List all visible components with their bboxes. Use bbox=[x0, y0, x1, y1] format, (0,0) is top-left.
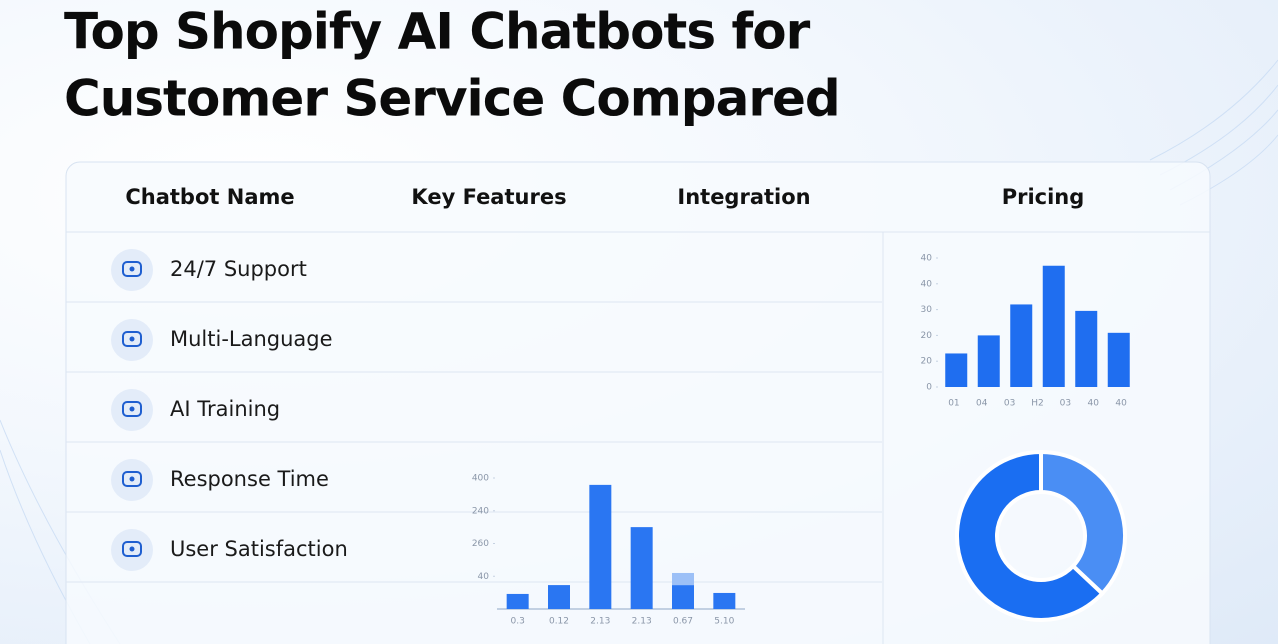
row-label: Response Time bbox=[170, 467, 329, 491]
row-label: 24/7 Support bbox=[170, 257, 307, 281]
x-tick-label: 5.10 bbox=[714, 617, 734, 627]
table-card bbox=[65, 161, 1211, 644]
row-icon-dot bbox=[129, 406, 135, 412]
x-tick-label: 0.12 bbox=[549, 617, 569, 627]
header-cell: Pricing bbox=[1002, 185, 1085, 209]
bar bbox=[1042, 265, 1065, 387]
y-tick-label: 240 bbox=[472, 506, 489, 516]
y-tick-label: 30 bbox=[921, 305, 933, 315]
x-tick-label: 40 bbox=[1087, 399, 1099, 409]
bar bbox=[589, 484, 612, 609]
bar bbox=[1075, 310, 1098, 387]
bar bbox=[713, 592, 736, 609]
row-icon bbox=[122, 471, 142, 487]
x-tick-label: 01 bbox=[948, 399, 959, 409]
y-tick-label: 260 bbox=[472, 539, 489, 549]
title-line-2: Customer Service Compared bbox=[64, 70, 840, 128]
x-tick-label: 03 bbox=[1004, 399, 1015, 409]
x-tick-label: H2 bbox=[1031, 399, 1044, 409]
y-tick-label: 400 bbox=[472, 474, 489, 484]
bar bbox=[672, 585, 694, 609]
row-icon bbox=[122, 541, 142, 557]
x-tick-label: 03 bbox=[1060, 399, 1071, 409]
donut-slice bbox=[955, 449, 1106, 622]
y-tick-label: 40 bbox=[921, 279, 933, 289]
y-tick-label: 0 bbox=[926, 383, 932, 393]
row-icon-dot bbox=[129, 476, 135, 482]
y-tick-label: 20 bbox=[921, 331, 933, 341]
bar bbox=[1010, 304, 1033, 387]
rows: 24/7 Support Multi-Language AI Training Res… bbox=[66, 249, 882, 583]
title-line-1: Top Shopify AI Chatbots for bbox=[64, 3, 811, 61]
row-icon-dot bbox=[129, 266, 135, 272]
x-tick-label: 2.13 bbox=[632, 617, 652, 627]
bar bbox=[672, 572, 694, 586]
row-icon bbox=[122, 401, 142, 417]
x-tick-label: 40 bbox=[1115, 399, 1127, 409]
row-icon bbox=[122, 261, 142, 277]
y-tick-label: 40 bbox=[478, 572, 490, 582]
row-icon-dot bbox=[129, 546, 135, 552]
donut-slice bbox=[1039, 449, 1127, 597]
row-label: Multi-Language bbox=[170, 327, 333, 351]
row-icon-dot bbox=[129, 336, 135, 342]
charts: 0 20 20 30 40 40 01 04 03 H2 03 40 40 40 260 240 400 0.3 0… bbox=[472, 254, 1130, 627]
header-cell: Integration bbox=[677, 185, 810, 209]
bar bbox=[977, 335, 1000, 387]
bar bbox=[548, 585, 570, 609]
x-tick-label: 2.13 bbox=[590, 617, 610, 627]
bar bbox=[506, 593, 529, 609]
bar bbox=[1107, 332, 1130, 387]
bar bbox=[945, 353, 968, 387]
bar bbox=[630, 527, 653, 609]
x-tick-label: 0.67 bbox=[673, 617, 693, 627]
y-tick-label: 20 bbox=[921, 357, 933, 367]
row-label: User Satisfaction bbox=[170, 537, 348, 561]
x-tick-label: 0.3 bbox=[511, 617, 525, 627]
row-icon bbox=[122, 331, 142, 347]
header-cell: Chatbot Name bbox=[125, 185, 294, 209]
x-tick-label: 04 bbox=[976, 399, 988, 409]
header-cell: Key Features bbox=[411, 185, 566, 209]
y-tick-label: 40 bbox=[921, 254, 933, 264]
row-label: AI Training bbox=[170, 397, 280, 421]
